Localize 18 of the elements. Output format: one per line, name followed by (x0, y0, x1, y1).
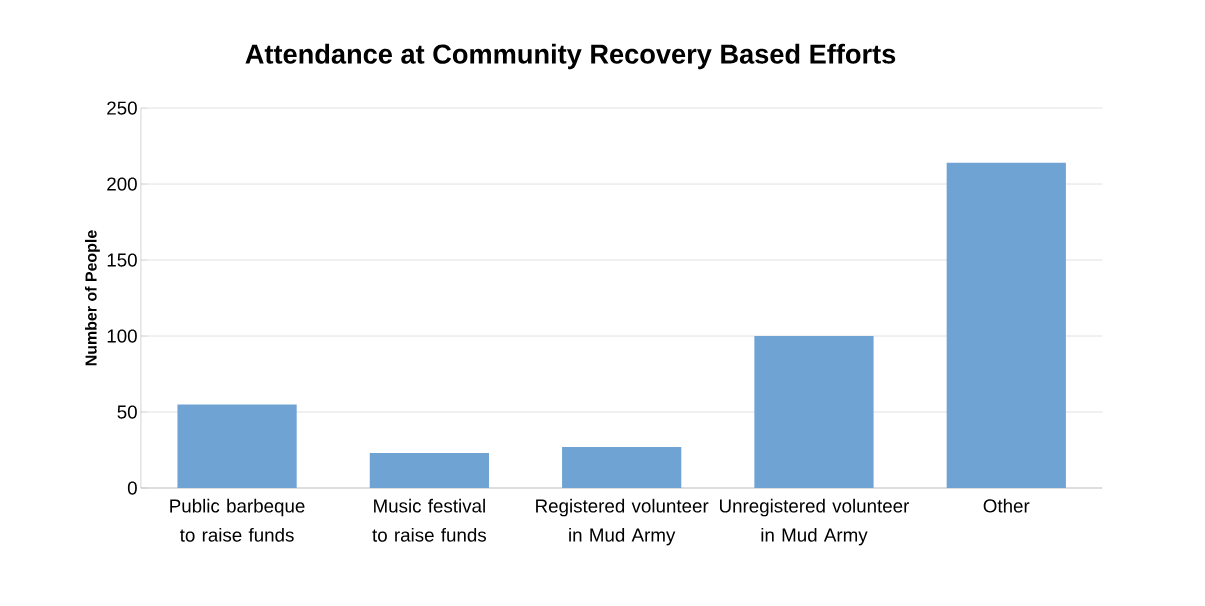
y-tick-label: 250 (107, 101, 137, 115)
bar (562, 446, 682, 488)
x-tick-label: Unregistered volunteer in Mud Army (719, 498, 910, 546)
y-tick-label: 100 (107, 329, 137, 343)
bar (177, 404, 297, 488)
y-tick-label: 0 (127, 481, 137, 495)
bar (369, 452, 489, 488)
x-tick-label: Public barbeque to raise funds (170, 498, 305, 542)
x-tick-label: Other (983, 498, 1030, 513)
bar (754, 335, 874, 488)
y-axis-title: Number of People (84, 230, 100, 365)
x-tick-label: Music festival to raise funds (372, 498, 487, 542)
chart-title: Attendance at Community Recovery Based Efforts (245, 43, 896, 69)
x-tick-label: Registered volunteer in Mud Army (536, 498, 709, 546)
y-tick-label: 150 (107, 253, 137, 267)
y-tick-label: 50 (117, 405, 137, 419)
bar (946, 162, 1066, 488)
y-tick-label: 200 (107, 177, 137, 191)
